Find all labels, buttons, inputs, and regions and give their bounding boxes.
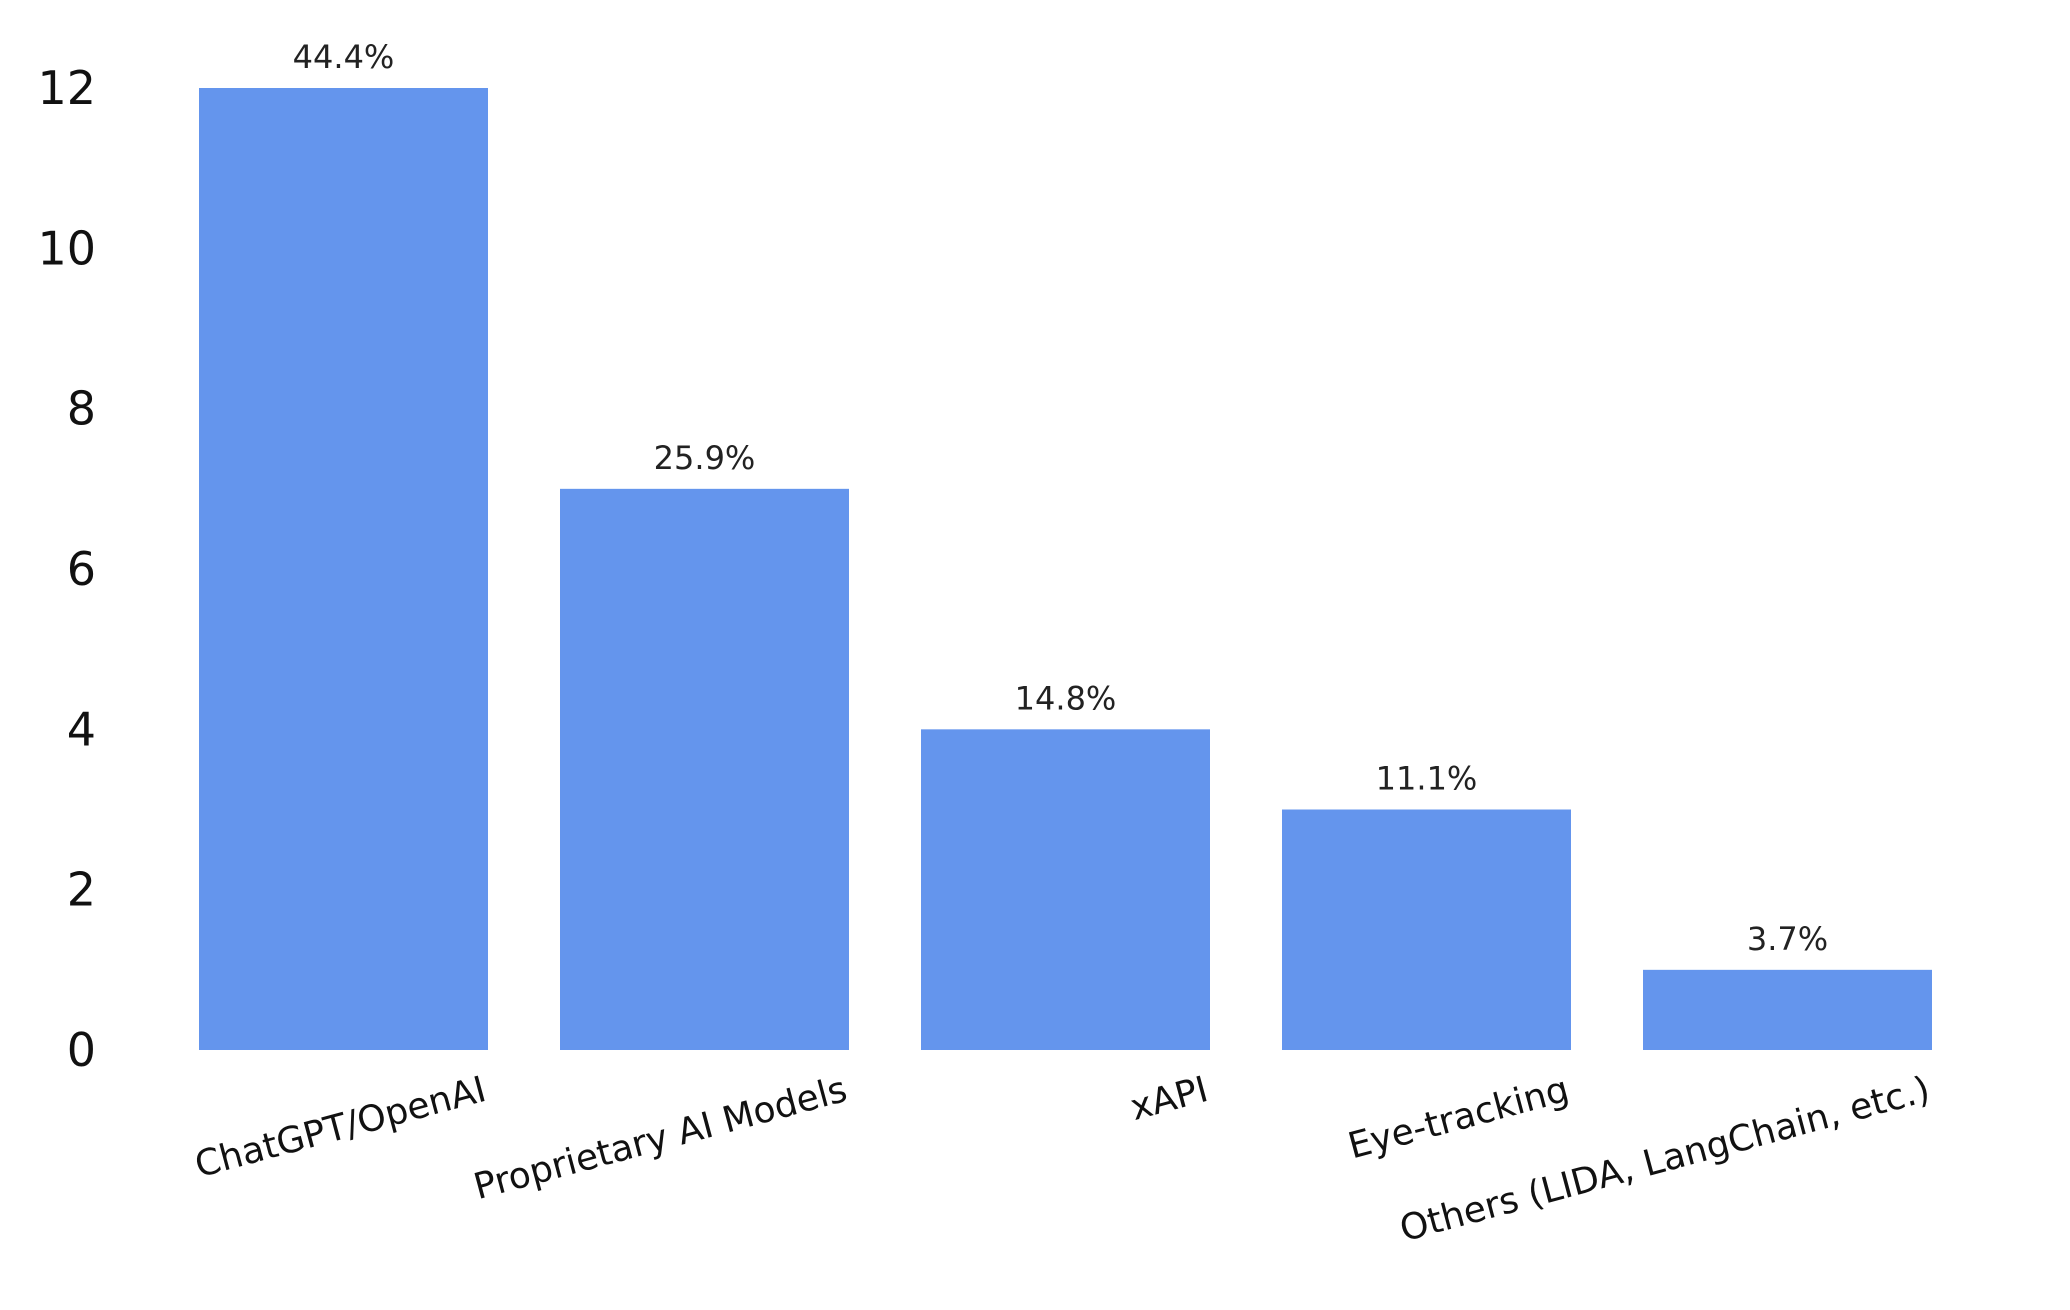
y-tick-label: 6 <box>67 542 96 596</box>
x-tick-label: Eye-tracking <box>1344 1069 1573 1167</box>
bar <box>199 88 488 1050</box>
bars <box>199 88 1932 1050</box>
y-tick-label: 10 <box>37 221 96 275</box>
data-label: 44.4% <box>293 38 395 76</box>
data-label: 3.7% <box>1747 920 1828 958</box>
y-tick-label: 0 <box>67 1023 96 1077</box>
data-label: 14.8% <box>1015 679 1117 717</box>
x-tick-label: Proprietary AI Models <box>470 1069 852 1208</box>
data-labels: 44.4% 25.9% 14.8% 11.1% 3.7% <box>293 38 1828 958</box>
y-tick-label: 12 <box>37 61 96 115</box>
bar <box>921 729 1210 1050</box>
data-label: 25.9% <box>654 439 756 477</box>
bar <box>1282 809 1571 1050</box>
y-tick-label: 2 <box>67 863 96 917</box>
data-label: 11.1% <box>1376 760 1478 798</box>
y-tick-label: 8 <box>67 382 96 436</box>
bar <box>560 488 849 1050</box>
y-axis-ticks: 0 2 4 6 8 10 12 <box>37 61 96 1077</box>
y-tick-label: 4 <box>67 702 96 756</box>
x-tick-label: ChatGPT/OpenAI <box>191 1069 491 1186</box>
x-tick-label: xAPI <box>1126 1069 1212 1129</box>
bar <box>1643 969 1932 1050</box>
